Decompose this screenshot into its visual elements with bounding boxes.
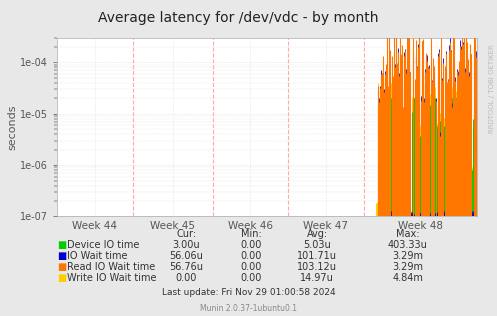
Text: Last update: Fri Nov 29 01:00:58 2024: Last update: Fri Nov 29 01:00:58 2024 [162,288,335,297]
Text: 56.06u: 56.06u [169,251,203,261]
Text: ■: ■ [57,240,67,250]
Text: Write IO Wait time: Write IO Wait time [67,273,157,283]
Y-axis label: seconds: seconds [7,105,17,150]
Text: Cur:: Cur: [176,229,196,239]
Text: RRDTOOL / TOBI OETIKER: RRDTOOL / TOBI OETIKER [489,44,495,133]
Text: Device IO time: Device IO time [67,240,140,250]
Text: 0.00: 0.00 [240,262,262,272]
Text: 0.00: 0.00 [240,273,262,283]
Text: 0.00: 0.00 [240,240,262,250]
Text: 0.00: 0.00 [175,273,197,283]
Text: IO Wait time: IO Wait time [67,251,128,261]
Text: 3.00u: 3.00u [172,240,200,250]
Text: 0.00: 0.00 [240,251,262,261]
Text: ■: ■ [57,262,67,272]
Text: Max:: Max: [396,229,419,239]
Text: ■: ■ [57,273,67,283]
Text: 56.76u: 56.76u [169,262,203,272]
Text: 3.29m: 3.29m [392,251,423,261]
Text: Read IO Wait time: Read IO Wait time [67,262,156,272]
Text: 14.97u: 14.97u [300,273,334,283]
Text: ■: ■ [57,251,67,261]
Text: 103.12u: 103.12u [297,262,337,272]
Text: 403.33u: 403.33u [388,240,427,250]
Text: Avg:: Avg: [307,229,328,239]
Text: 3.29m: 3.29m [392,262,423,272]
Text: 101.71u: 101.71u [297,251,337,261]
Text: 5.03u: 5.03u [303,240,331,250]
Text: Min:: Min: [241,229,261,239]
Text: Average latency for /dev/vdc - by month: Average latency for /dev/vdc - by month [98,11,379,25]
Text: 4.84m: 4.84m [392,273,423,283]
Text: Munin 2.0.37-1ubuntu0.1: Munin 2.0.37-1ubuntu0.1 [200,304,297,313]
